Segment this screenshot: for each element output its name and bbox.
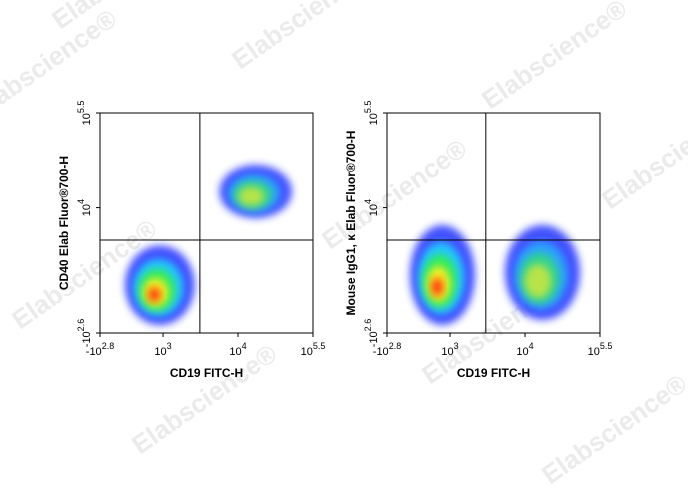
y-tick-label: 105.5: [76, 101, 93, 126]
density-layer: [431, 277, 444, 296]
plot-frame: [386, 112, 601, 334]
y-tick-label: -102.6: [363, 319, 380, 347]
x-tick-label: 105.5: [588, 341, 613, 358]
y-axis-label: CD40 Elab Fluor®700-H: [57, 156, 71, 290]
tick-exponent: 4: [529, 341, 534, 351]
y-tick-label: 104: [76, 199, 93, 216]
x-axis-label: CD19 FITC-H: [170, 366, 243, 380]
population: [409, 225, 475, 325]
population: [124, 245, 195, 325]
tick-base: -10: [81, 331, 93, 347]
tick-base: 10: [368, 204, 380, 216]
y-tick-label: 105.5: [363, 101, 380, 126]
watermark: Elabscience®: [126, 338, 282, 460]
x-tick-label: 105.5: [301, 341, 326, 358]
x-axis-label: CD19 FITC-H: [457, 366, 530, 380]
watermark: Elabscience®: [226, 0, 382, 75]
tick-base: 10: [81, 113, 93, 125]
tick-base: -10: [373, 346, 389, 358]
density-layer: [148, 287, 161, 302]
density-layer: [524, 263, 552, 299]
tick-exponent: 4: [363, 199, 373, 204]
tick-exponent: 3: [454, 341, 459, 351]
x-tick-label: -102.8: [373, 341, 401, 358]
tick-exponent: 2.6: [363, 319, 373, 332]
y-axis-label: Mouse IgG1, κ Elab Fluor®700-H: [344, 131, 358, 316]
tick-base: 10: [301, 346, 313, 358]
tick-base: 10: [441, 346, 453, 358]
population: [219, 164, 292, 219]
tick-base: 10: [368, 113, 380, 125]
tick-exponent: 5.5: [313, 341, 326, 351]
x-tick-label: 104: [229, 341, 246, 358]
plot-frame: [99, 112, 314, 334]
y-tick-label: -102.6: [76, 319, 93, 347]
x-tick-label: 103: [441, 341, 458, 358]
density-layer: [238, 186, 265, 206]
y-tick-label: 104: [363, 199, 380, 216]
tick-exponent: 4: [242, 341, 247, 351]
tick-base: -10: [368, 331, 380, 347]
x-tick-label: 103: [154, 341, 171, 358]
tick-exponent: 5.5: [76, 101, 86, 114]
tick-base: 10: [154, 346, 166, 358]
population: [504, 225, 581, 320]
tick-base: 10: [588, 346, 600, 358]
tick-base: 10: [229, 346, 241, 358]
x-tick-label: -102.8: [86, 341, 114, 358]
tick-exponent: 4: [76, 199, 86, 204]
tick-exponent: 5.5: [600, 341, 613, 351]
tick-exponent: 2.8: [102, 341, 115, 351]
tick-base: 10: [516, 346, 528, 358]
watermark: Elabscience®: [596, 93, 688, 215]
watermark: Elabscience®: [536, 368, 688, 490]
tick-exponent: 2.6: [76, 319, 86, 332]
watermark: Elabscience®: [476, 0, 632, 115]
tick-exponent: 3: [167, 341, 172, 351]
tick-base: 10: [81, 204, 93, 216]
tick-exponent: 2.8: [389, 341, 402, 351]
tick-base: -10: [86, 346, 102, 358]
x-tick-label: 104: [516, 341, 533, 358]
tick-exponent: 5.5: [363, 101, 373, 114]
